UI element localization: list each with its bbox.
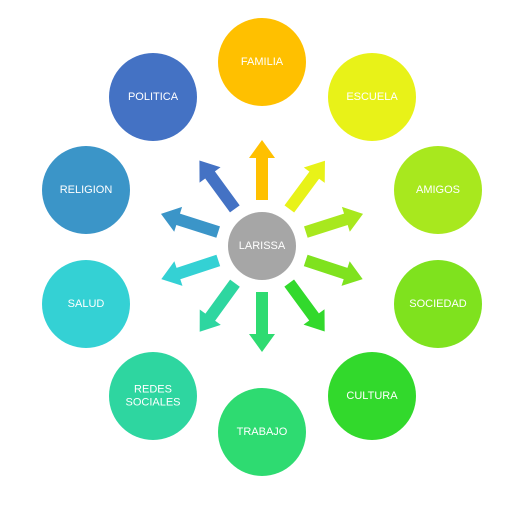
node-escuela-label: ESCUELA	[346, 91, 398, 103]
node-familia-label: FAMILIA	[241, 56, 284, 68]
arrows-layer	[160, 140, 364, 352]
node-trabajo-circle	[218, 388, 306, 476]
node-cultura-circle	[328, 352, 416, 440]
node-religion-circle	[42, 146, 130, 234]
arrow-to-redes-sociales	[199, 279, 240, 332]
node-familia: FAMILIA	[218, 18, 306, 106]
node-sociedad-label: SOCIEDAD	[409, 298, 467, 310]
arrow-to-trabajo	[249, 292, 275, 352]
node-redes-sociales-label: SOCIALES	[125, 396, 180, 408]
arrow-to-familia	[249, 140, 275, 200]
center-node: LARISSA	[228, 212, 296, 280]
node-salud-label: SALUD	[68, 298, 105, 310]
arrow-to-sociedad	[303, 254, 363, 286]
node-amigos-circle	[394, 146, 482, 234]
node-sociedad: SOCIEDAD	[394, 260, 482, 348]
node-salud-circle	[42, 260, 130, 348]
node-redes-sociales-circle	[109, 352, 197, 440]
arrow-to-escuela	[284, 160, 325, 213]
node-politica-circle	[109, 53, 197, 141]
arrow-to-politica	[199, 160, 240, 213]
node-sociedad-circle	[394, 260, 482, 348]
center-node-circle	[228, 212, 296, 280]
node-redes-sociales-label: REDES	[134, 383, 172, 395]
arrow-to-cultura	[284, 279, 325, 332]
node-religion-label: RELIGION	[60, 184, 113, 196]
node-politica: POLITICA	[109, 53, 197, 141]
node-trabajo: TRABAJO	[218, 388, 306, 476]
node-politica-label: POLITICA	[128, 91, 179, 103]
node-cultura: CULTURA	[328, 352, 416, 440]
arrow-to-religion	[160, 206, 220, 238]
nodes-layer: FAMILIA ESCUELA AMIGOS SOCIEDAD CULTURA TRABA…	[42, 18, 482, 476]
arrow-to-salud	[161, 254, 221, 286]
center-layer: LARISSA	[228, 212, 296, 280]
node-salud: SALUD	[42, 260, 130, 348]
node-trabajo-label: TRABAJO	[237, 426, 288, 438]
node-escuela: ESCUELA	[328, 53, 416, 141]
center-node-label: LARISSA	[239, 240, 286, 252]
node-amigos-label: AMIGOS	[416, 184, 460, 196]
node-amigos: AMIGOS	[394, 146, 482, 234]
node-familia-circle	[218, 18, 306, 106]
node-religion: RELIGION	[42, 146, 130, 234]
node-escuela-circle	[328, 53, 416, 141]
node-cultura-label: CULTURA	[346, 390, 398, 402]
arrow-to-amigos	[304, 206, 364, 238]
